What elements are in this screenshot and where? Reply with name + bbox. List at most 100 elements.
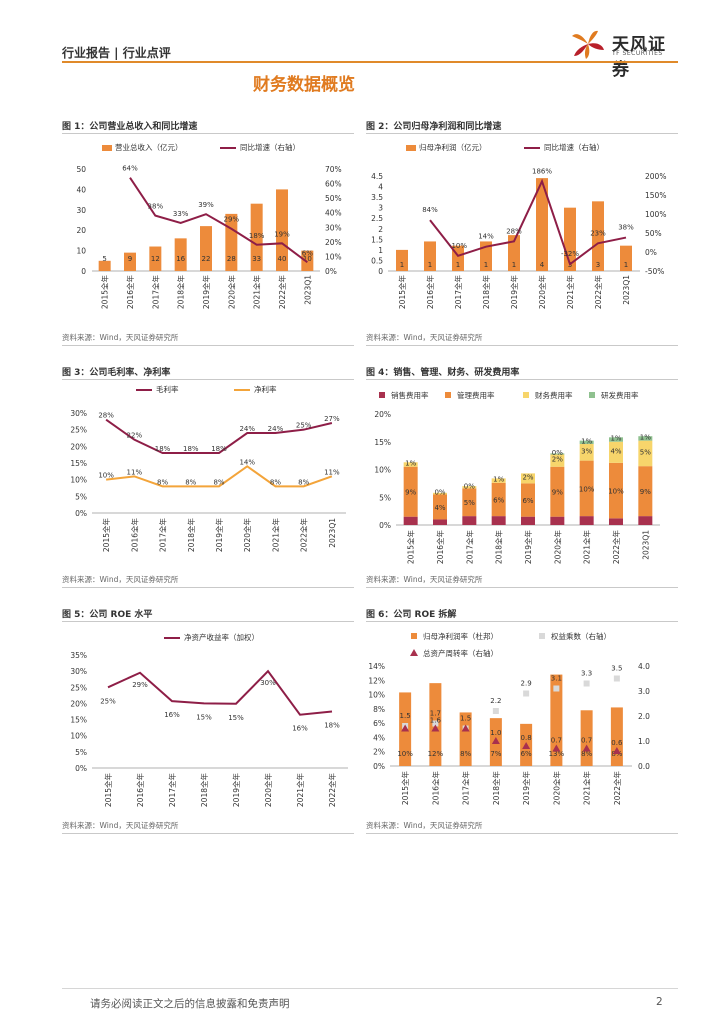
fig6-equity-marker bbox=[553, 685, 560, 692]
fig3-ytick: 10% bbox=[70, 476, 87, 485]
fig6-rule bbox=[366, 621, 678, 622]
fig1-bar-label: 22 bbox=[202, 255, 211, 263]
fig2-x-tick: 2021全年 bbox=[565, 275, 575, 310]
fig5-x-tick: 2018全年 bbox=[199, 773, 209, 808]
fig6-turnover-label: 0.6 bbox=[611, 739, 623, 747]
fig4-sales-bar bbox=[609, 518, 623, 525]
header-rule bbox=[62, 61, 678, 63]
fig2-source: 资料来源：Wind，天风证券研究所 bbox=[366, 333, 483, 342]
fig3-gross-line-label: 24% bbox=[239, 425, 255, 433]
fig4-finance-bar bbox=[433, 492, 447, 495]
fig4-finance-bar-label: 0% bbox=[434, 489, 445, 497]
fig2-legend-growth-label: 同比增速（右轴） bbox=[544, 142, 604, 152]
fig1-ytick: 10 bbox=[76, 247, 86, 256]
fig2-y2tick: 200% bbox=[645, 172, 666, 181]
fig5-x-tick: 2015全年 bbox=[103, 773, 113, 808]
fig1-x-tick: 2023Q1 bbox=[303, 275, 312, 305]
fig1-y2tick: 10% bbox=[325, 252, 342, 261]
fig1-x-tick: 2022全年 bbox=[277, 275, 287, 310]
fig3-rule bbox=[62, 379, 354, 380]
fig4-legend-finance-swatch bbox=[523, 392, 529, 398]
fig4-ytick: 0% bbox=[379, 521, 391, 530]
fig4-admin-bar bbox=[638, 466, 653, 517]
fig5-title: 图 5：公司 ROE 水平 bbox=[62, 610, 153, 620]
fig6-source: 资料来源：Wind，天风证券研究所 bbox=[366, 821, 483, 830]
section-title: 财务数据概览 bbox=[0, 70, 724, 95]
fig6-ytick: 0% bbox=[373, 762, 385, 771]
fig5-rule bbox=[62, 621, 354, 622]
footer-rule bbox=[62, 988, 678, 989]
fig2-bar bbox=[396, 249, 408, 271]
fig2-x-tick: 2019全年 bbox=[509, 275, 519, 310]
fig6-margin-label: 8% bbox=[581, 750, 592, 758]
fig3-x-tick: 2015全年 bbox=[101, 518, 111, 553]
fig3-gross-line-label: 25% bbox=[296, 422, 312, 430]
fig6-ytick: 10% bbox=[368, 691, 385, 700]
fig5-roe-label: 16% bbox=[292, 725, 308, 733]
fig3-legend-net-label: 净利率 bbox=[254, 384, 277, 394]
fig6-x-tick: 2017全年 bbox=[461, 771, 471, 806]
fig3-ytick: 20% bbox=[70, 442, 87, 451]
fig3-gross-line-label: 28% bbox=[98, 412, 114, 420]
fig1-ytick: 30 bbox=[76, 206, 86, 215]
fig4-sales-bar bbox=[550, 516, 565, 525]
fig4-x-tick: 2015全年 bbox=[406, 530, 416, 565]
fig5-roe-line bbox=[107, 669, 333, 716]
fig2-growth-label: 186% bbox=[532, 167, 552, 175]
fig4-x-tick: 2018全年 bbox=[494, 530, 504, 565]
fig6-ytick: 6% bbox=[373, 719, 385, 728]
fig2-bar-label: 4 bbox=[540, 261, 545, 269]
fig4-admin-bar bbox=[491, 482, 506, 517]
fig5-roe-label: 30% bbox=[260, 679, 276, 687]
fig3-gross-line-label: 24% bbox=[268, 425, 284, 433]
fig6-y2tick: 2.0 bbox=[638, 712, 650, 721]
fig6-equity-label: 3.5 bbox=[611, 665, 622, 673]
fig5-x-tick: 2017全年 bbox=[167, 773, 177, 808]
fig2-chart: 归母净利润（亿元） 同比增速（右轴）00.511.522.533.544.5-50… bbox=[371, 142, 666, 310]
fig4-finance-bar bbox=[462, 486, 477, 489]
fig4-legend-admin-label: 管理费用率 bbox=[457, 390, 495, 400]
fig2-bar-label: 1 bbox=[400, 261, 404, 269]
fig2-bar-label: 1 bbox=[484, 261, 488, 269]
fig5-ytick: 15% bbox=[70, 716, 87, 725]
fig6-chart: 归母净利润率（杜邦） 权益乘数（右轴） 总资产周转率（右轴） 0% 2% 4% 6% 8% 10… bbox=[368, 631, 650, 806]
fig1-bar bbox=[98, 260, 111, 271]
fig3-x-tick: 2023Q1 bbox=[328, 518, 337, 548]
fig4-legend-sales-label: 销售费用率 bbox=[391, 390, 429, 400]
fig3-net-line-label: 10% bbox=[98, 472, 114, 480]
fig1-y2tick: 20% bbox=[325, 238, 342, 247]
fig6-equity-marker bbox=[523, 690, 530, 697]
fig2-x-tick: 2020全年 bbox=[537, 275, 547, 310]
fig1-x-tick: 2020全年 bbox=[226, 275, 236, 310]
fig4-sales-bar bbox=[521, 516, 535, 525]
fig2-bar-label: 1 bbox=[428, 261, 432, 269]
fig3-ytick: 0% bbox=[75, 509, 87, 518]
fig1-bottom-rule bbox=[62, 345, 354, 346]
fig6-y2tick: 1.0 bbox=[638, 737, 650, 746]
fig3-gross-line-label: 18% bbox=[211, 445, 227, 453]
fig2-title: 图 2：公司归母净利润和同比增速 bbox=[366, 122, 502, 132]
fig1-y2tick: 40% bbox=[325, 209, 342, 218]
fig6-ytick: 8% bbox=[373, 705, 385, 714]
fig4-sales-bar bbox=[579, 516, 594, 525]
section-title-text: 财务数据概览 bbox=[253, 75, 355, 95]
fig3-title: 图 3：公司毛利率、净利率 bbox=[62, 368, 171, 378]
fig4-admin-bar bbox=[433, 494, 447, 520]
fig6-legend-turnover-swatch bbox=[410, 649, 418, 656]
fig5-x-tick: 2016全年 bbox=[135, 773, 145, 808]
fig4-legend-sales-swatch bbox=[379, 392, 385, 398]
fig4-finance-bar bbox=[638, 440, 653, 467]
fig4-finance-bar-label: 1% bbox=[405, 460, 416, 468]
fig4-x-tick: 2023Q1 bbox=[641, 530, 650, 560]
fig4-finance-bar-label: 0% bbox=[464, 482, 475, 490]
fig3-gross-line-label: 27% bbox=[324, 415, 340, 423]
fig2-ytick: 2.5 bbox=[371, 214, 383, 223]
fig6-equity-label: 1.5 bbox=[400, 712, 411, 720]
fig4-admin-bar-label: 9% bbox=[405, 489, 416, 497]
fig4-x-tick: 2017全年 bbox=[464, 530, 474, 565]
fig1-x-tick: 2017全年 bbox=[150, 275, 160, 310]
fig4-finance-bar bbox=[403, 462, 418, 467]
fig3-chart: 毛利率 净利率 0% 5% 10% 15% 20% 25% 30% 2015全年 2016全年 201… bbox=[70, 384, 346, 553]
fig4-admin-bar bbox=[609, 462, 623, 519]
logo-mark-icon bbox=[572, 30, 604, 59]
